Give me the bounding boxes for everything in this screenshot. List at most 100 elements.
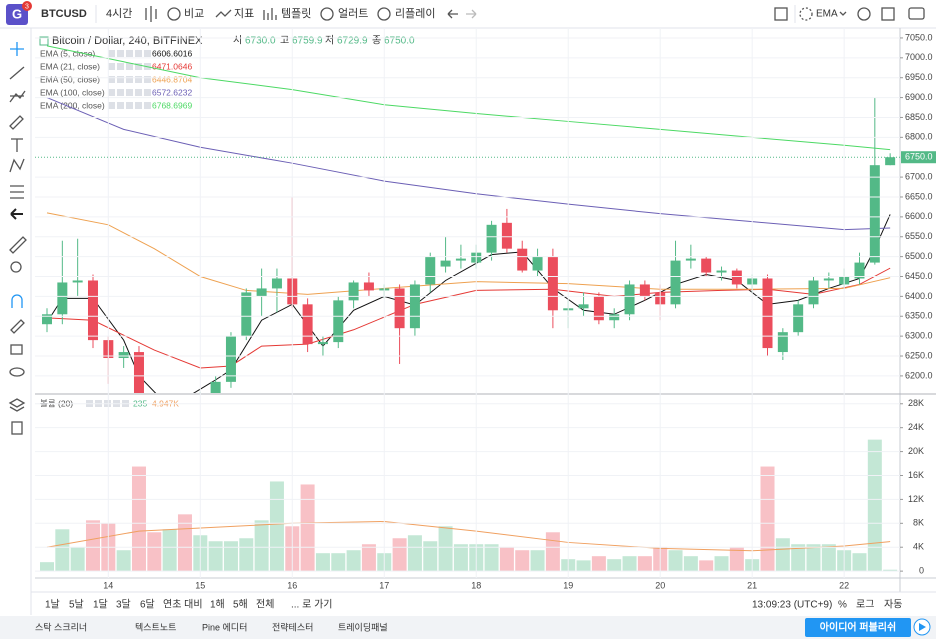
last-price-tag: [901, 151, 936, 164]
fullscreen-icon[interactable]: [774, 7, 788, 21]
y-tick-label: 6600.0: [905, 211, 933, 221]
bottom-tab[interactable]: 트레이딩패널: [338, 622, 388, 632]
range-button[interactable]: 1날: [45, 599, 60, 611]
legend-button: [117, 63, 124, 70]
range-button[interactable]: 5해: [233, 598, 248, 611]
legend-value: 6572.6232: [152, 87, 192, 97]
zoom-tool[interactable]: [10, 261, 22, 273]
candle-body: [639, 284, 650, 297]
candle-body: [409, 284, 420, 329]
range-button[interactable]: 전체: [256, 599, 274, 611]
volume-bar: [208, 541, 223, 572]
dropdown-icon[interactable]: [839, 11, 847, 16]
range-button[interactable]: 1달: [93, 599, 108, 611]
volume-bar: [331, 553, 346, 572]
candle-body: [425, 256, 436, 285]
legend-button: [117, 102, 124, 109]
study[interactable]: EMA: [816, 9, 838, 20]
redo-icon[interactable]: [466, 9, 477, 19]
text-tool[interactable]: [11, 138, 23, 152]
brush-tool[interactable]: [9, 115, 24, 130]
toolbar-item[interactable]: 비교: [184, 7, 204, 20]
study-icon[interactable]: [799, 7, 813, 21]
toolbar-item[interactable]: 지표: [234, 7, 254, 20]
volume-bar: [300, 484, 315, 572]
bottom-tab[interactable]: 스탁 스크리너: [35, 621, 87, 632]
logo[interactable]: [6, 4, 28, 25]
volume-bar: [392, 538, 407, 572]
pattern-tool[interactable]: [9, 158, 25, 173]
publish-label[interactable]: 아이디어 퍼블리쉬: [820, 621, 896, 634]
y-tick-label: 6350.0: [905, 311, 933, 321]
last-price-label: 6750.0: [905, 152, 933, 162]
interval[interactable]: 4시간: [106, 7, 132, 20]
bottom-tab[interactable]: Pine 에디터: [202, 622, 247, 632]
measure-tool[interactable]: [9, 236, 27, 254]
scale-option[interactable]: 로그: [856, 600, 874, 611]
indicator-icon[interactable]: [215, 9, 232, 18]
legend-button: [126, 89, 133, 96]
range-button[interactable]: 3달: [116, 599, 131, 611]
scale-option[interactable]: %: [838, 600, 847, 611]
y-tick-label: 6500.0: [905, 251, 933, 261]
volume-legend-value: 235: [133, 398, 147, 408]
ohlc-value: 6729.9: [337, 36, 368, 47]
candle-body: [593, 296, 604, 321]
goto-button[interactable]: ... 로 가기: [291, 599, 333, 611]
toolbar-item[interactable]: 템플릿: [281, 7, 311, 20]
compare-icon[interactable]: [167, 7, 181, 21]
bottom-tab[interactable]: 텍스트노트: [135, 622, 176, 632]
trash-tool[interactable]: [11, 421, 23, 435]
legend-button: [108, 63, 115, 70]
volume-bar: [607, 559, 622, 572]
draw-mode-tool[interactable]: [10, 319, 25, 334]
candle-body: [271, 278, 282, 289]
legend-button: [144, 102, 151, 109]
legend-button: [135, 63, 142, 70]
x-tick-label: 14: [103, 580, 113, 590]
candle-body: [808, 280, 819, 305]
layout-icon[interactable]: [881, 7, 895, 21]
range-button[interactable]: 6달: [140, 599, 155, 611]
ohlc-label: 고: [280, 36, 289, 47]
toolbar-item[interactable]: 리플레이: [395, 7, 435, 20]
publish-button[interactable]: [805, 618, 911, 637]
range-button[interactable]: 연초 대비: [163, 599, 203, 611]
undo-icon[interactable]: [447, 9, 458, 19]
toolbar-item[interactable]: 얼러트: [338, 6, 368, 20]
range-button[interactable]: 1해: [210, 598, 225, 611]
bottom-bar: 1날 5날 1달 3달 6달 연초 대비 1해 5해 전체 ... 로 가기 13:09:23 (U…: [45, 598, 902, 611]
volume-bar: [883, 569, 898, 572]
volume-bar: [683, 556, 698, 572]
x-tick-label: 19: [563, 580, 573, 590]
snapshot-icon[interactable]: [908, 7, 925, 20]
candle-body: [777, 332, 788, 353]
volume-bar: [576, 560, 591, 572]
legend-button: [117, 76, 124, 83]
volume-bar: [85, 520, 100, 572]
bottom-tab[interactable]: 전략테스터: [272, 621, 313, 632]
lock-tool[interactable]: [10, 344, 23, 355]
magnet-tool[interactable]: [11, 294, 23, 308]
trendline-tool[interactable]: [9, 66, 25, 80]
template-icon[interactable]: [263, 8, 277, 20]
prediction-tool[interactable]: [10, 185, 24, 199]
candle-body: [210, 381, 221, 393]
remove-tool[interactable]: [10, 208, 23, 220]
replay-icon[interactable]: [377, 7, 391, 21]
scale-option[interactable]: 자동: [884, 599, 902, 611]
volume-bar: [821, 544, 836, 572]
x-tick-label: 17: [379, 580, 389, 590]
y-tick-label: 4K: [913, 542, 924, 552]
crosshair-tool[interactable]: [10, 42, 24, 56]
visibility-tool[interactable]: [9, 367, 25, 377]
settings-icon[interactable]: [857, 7, 871, 21]
layers-tool[interactable]: [8, 398, 26, 412]
chart-style-icon[interactable]: [145, 6, 157, 22]
range-button[interactable]: 5날: [69, 599, 84, 611]
candle-body: [486, 224, 497, 253]
volume-bar: [760, 466, 775, 572]
symbol[interactable]: BTCUSD: [41, 8, 87, 20]
fib-tool[interactable]: [9, 90, 26, 103]
alert-icon[interactable]: [320, 7, 334, 21]
